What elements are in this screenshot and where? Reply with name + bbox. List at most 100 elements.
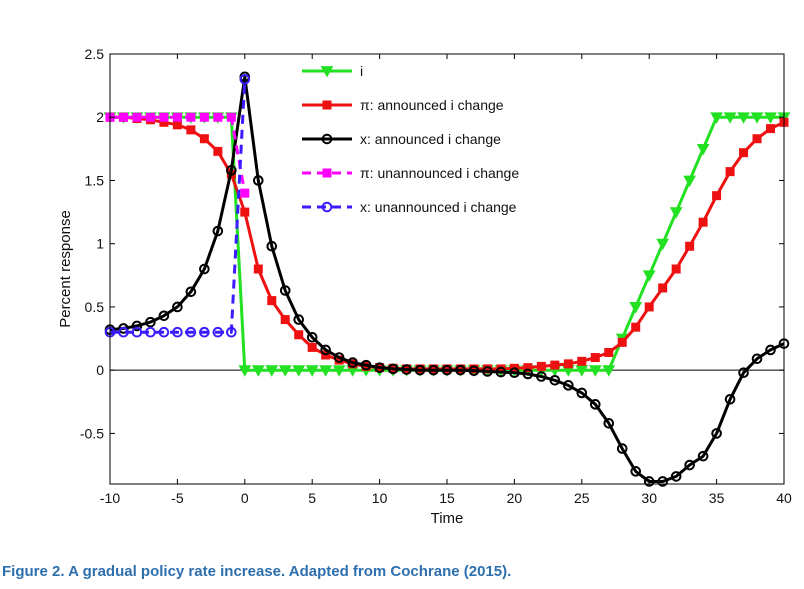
legend-marker [321, 133, 333, 145]
figure-caption: Figure 2. A gradual policy rate increase… [2, 563, 512, 580]
data-point [658, 283, 668, 293]
data-point [642, 270, 656, 282]
data-point [158, 326, 170, 338]
data-point [226, 326, 237, 338]
data-point [752, 134, 762, 144]
data-point [617, 337, 627, 347]
data-point [278, 365, 292, 377]
legend-marker [322, 100, 332, 110]
data-point [643, 476, 655, 487]
data-point [751, 353, 763, 365]
data-point [577, 356, 587, 366]
y-tick-label: 1.5 [85, 172, 105, 188]
data-point [602, 365, 616, 377]
x-tick-label: 20 [507, 490, 523, 506]
data-point [172, 120, 182, 130]
x-tick-label: 35 [709, 490, 725, 506]
y-tick-label: -0.5 [80, 425, 104, 441]
legend-entry: x: unannounced i change [302, 199, 517, 215]
data-point [172, 112, 182, 122]
legend-marker [320, 66, 334, 78]
data-point [172, 301, 183, 313]
data-point [509, 367, 520, 379]
data-point [576, 387, 588, 399]
data-point [226, 112, 236, 122]
data-point [319, 365, 333, 377]
data-point [750, 112, 764, 124]
data-point [132, 112, 142, 122]
x-tick-label: -10 [100, 490, 120, 506]
data-point [644, 302, 654, 312]
data-point [656, 238, 670, 251]
data-point [616, 443, 628, 454]
data-point [347, 357, 358, 368]
legend-entry: π: unannounced i change [302, 165, 519, 181]
data-point [212, 326, 224, 338]
x-tick-label: 40 [776, 490, 792, 506]
data-point [766, 124, 776, 134]
y-tick-label: 1 [96, 236, 104, 252]
data-point [199, 263, 210, 275]
legend-entry: x: announced i change [302, 131, 501, 147]
series-4 [104, 73, 251, 338]
y-axis-label: Percent response [57, 210, 74, 328]
legend-label: π: unannounced i change [360, 165, 519, 181]
legend-entry: π: announced i change [302, 97, 504, 113]
data-point [145, 316, 156, 328]
data-point [536, 361, 546, 371]
data-point [725, 167, 735, 177]
data-point [428, 364, 439, 376]
data-point [226, 165, 237, 176]
x-axis-label: Time [431, 510, 464, 527]
data-point [279, 285, 291, 296]
data-point [265, 365, 279, 377]
data-point [590, 353, 600, 363]
data-point [118, 323, 129, 334]
data-point [253, 264, 263, 274]
data-point [305, 365, 319, 377]
data-point [684, 459, 695, 471]
data-point [118, 326, 129, 338]
series-line [110, 115, 785, 371]
data-point [294, 330, 304, 340]
data-point [711, 428, 722, 439]
data-point [238, 365, 252, 377]
data-point [118, 112, 128, 122]
data-point [213, 146, 223, 156]
data-point [765, 344, 776, 356]
data-point [131, 320, 143, 332]
data-point [199, 134, 209, 144]
x-tick-label: 25 [574, 490, 590, 506]
data-point [186, 112, 196, 122]
data-point [698, 217, 708, 227]
data-point [199, 112, 209, 122]
data-point [240, 188, 250, 198]
data-point [292, 365, 306, 377]
x-tick-label: 5 [308, 490, 316, 506]
legend-label: i [360, 63, 363, 79]
legend-marker [321, 201, 333, 213]
data-point [145, 326, 156, 338]
data-point [522, 368, 534, 380]
data-point [332, 365, 346, 377]
data-point [186, 125, 196, 135]
data-point [333, 352, 345, 363]
data-point [738, 367, 749, 379]
data-point [131, 326, 143, 338]
data-point [414, 364, 426, 376]
legend-marker [322, 168, 332, 178]
y-tick-label: 2.5 [85, 46, 105, 62]
data-point [266, 240, 278, 252]
data-point [251, 365, 265, 377]
line-chart: -10 -5 0 5 10 15 20 25 30 35 40 -0.5 0 0.5 1 1.5 2 2.5 i π… [57, 46, 792, 527]
data-point [563, 359, 573, 369]
data-point [360, 359, 372, 371]
data-point [482, 366, 493, 377]
data-point [737, 112, 750, 124]
y-tick-label: 0.5 [85, 299, 105, 315]
data-point [293, 314, 305, 325]
y-tick-label: 0 [96, 362, 104, 378]
data-point [523, 363, 533, 373]
data-point [495, 366, 507, 378]
legend-label: x: unannounced i change [360, 199, 517, 215]
